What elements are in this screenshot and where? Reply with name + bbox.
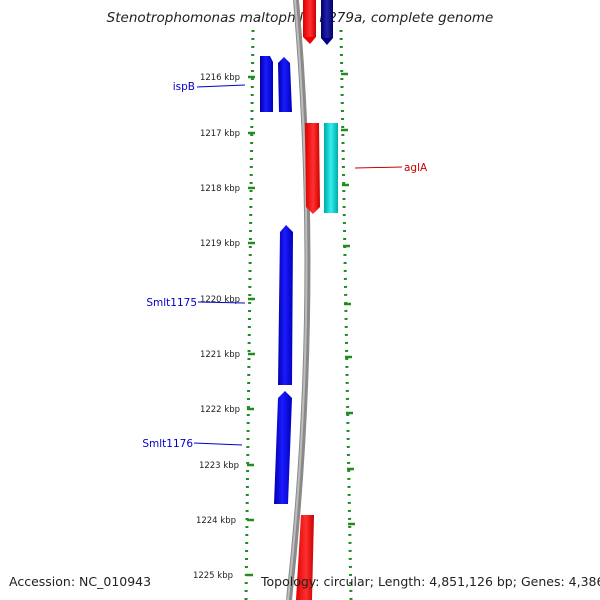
gene-feature[interactable] — [321, 38, 333, 45]
gene-feature-aglA[interactable] — [305, 123, 320, 214]
gene-feature[interactable] — [321, 0, 333, 38]
tick-label: 1218 kbp — [200, 184, 240, 194]
accession-label: Accession: — [9, 574, 76, 589]
tick-label: 1216 kbp — [200, 73, 240, 83]
tick-label: 1223 kbp — [199, 461, 239, 471]
length-value: 4,851,126 bp — [429, 574, 513, 589]
tick-label: 1224 kbp — [196, 516, 236, 526]
tick-label: 1225 kbp — [193, 571, 233, 581]
gene-feature[interactable] — [303, 0, 316, 37]
gene-feature[interactable] — [324, 123, 338, 213]
tick-label: 1222 kbp — [200, 405, 240, 415]
leader-line-aglA — [354, 166, 403, 169]
genome-stats: Topology: circular; Length: 4,851,126 bp… — [261, 574, 600, 589]
tick-labels: 1216 kbp 1217 kbp 1218 kbp 1219 kbp 1220… — [193, 73, 240, 581]
topology-label: Topology: — [261, 574, 320, 589]
accession-value: NC_010943 — [79, 574, 152, 589]
gene-label-ispB[interactable]: ispB — [173, 81, 195, 93]
gene-feature-Smlt1176[interactable] — [274, 391, 292, 504]
tick-label: 1219 kbp — [200, 239, 240, 249]
genes-label: Genes: — [520, 574, 565, 589]
gene-feature[interactable] — [278, 57, 292, 112]
length-label: Length: — [377, 574, 426, 589]
gene-feature[interactable] — [303, 37, 316, 44]
right-dotted-guide — [339, 29, 353, 600]
accession-info: Accession: NC_010943 — [9, 574, 151, 589]
genes-value: 4,386 — [568, 574, 600, 589]
gene-label-Smlt1175[interactable]: Smlt1175 — [146, 297, 197, 309]
left-ticks — [246, 75, 255, 577]
gene-label-aglA[interactable]: aglA — [404, 162, 428, 174]
genome-backbone-highlight — [287, 0, 308, 600]
leader-line-Smlt1176 — [193, 442, 243, 446]
left-dotted-guide — [244, 29, 255, 600]
tick-label: 1217 kbp — [200, 129, 240, 139]
gene-label-Smlt1176[interactable]: Smlt1176 — [142, 438, 193, 450]
gene-feature-ispB[interactable] — [260, 56, 273, 112]
right-ticks — [341, 72, 355, 526]
gene-feature-Smlt1175[interactable] — [278, 225, 293, 385]
tick-label: 1220 kbp — [200, 295, 240, 305]
tick-label: 1221 kbp — [200, 350, 240, 360]
leader-line-ispB — [196, 84, 246, 88]
leader-line-Smlt1175 — [197, 301, 246, 304]
gene-feature[interactable] — [296, 515, 314, 600]
topology-value: circular — [323, 574, 370, 589]
